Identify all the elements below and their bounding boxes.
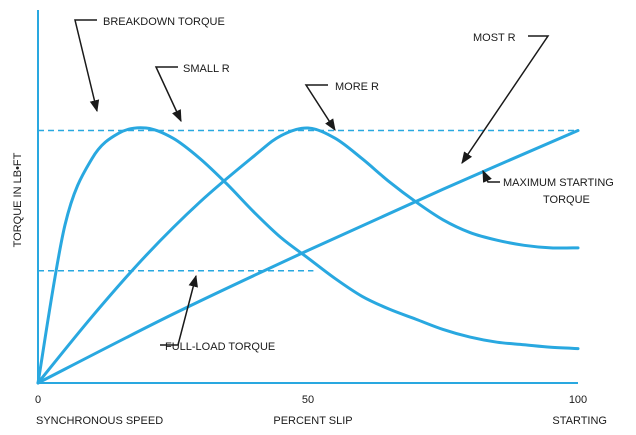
leader-small-r <box>154 66 182 123</box>
series-line-more-r <box>36 126 580 385</box>
annotation-max-starting-line2: TORQUE <box>543 194 590 206</box>
leader-breakdown-torque <box>74 19 100 113</box>
annotation-breakdown-torque: BREAKDOWN TORQUE <box>103 16 225 28</box>
leader-full-load-torque <box>160 274 198 346</box>
series-line-most-r <box>36 129 580 385</box>
leader-max-starting <box>482 169 500 183</box>
x-left-label: SYNCHRONOUS SPEED <box>36 415 163 427</box>
leader-more-r <box>304 84 336 132</box>
leader-most-r <box>461 35 550 164</box>
y-axis-label: TORQUE IN LB•FT <box>12 152 24 247</box>
annotation-max-starting-line1: MAXIMUM STARTING <box>503 177 614 189</box>
x-axis-label: PERCENT SLIP <box>273 415 352 427</box>
annotation-full-load-torque: FULL-LOAD TORQUE <box>165 341 275 353</box>
x-tick-label-50: 50 <box>302 394 314 406</box>
x-tick-label-0: 0 <box>35 394 41 406</box>
x-right-label: STARTING <box>552 415 607 427</box>
annotation-most-r: MOST R <box>473 32 516 44</box>
annotation-small-r: SMALL R <box>183 63 230 75</box>
x-tick-label-100: 100 <box>569 394 587 406</box>
annotation-more-r: MORE R <box>335 81 379 93</box>
